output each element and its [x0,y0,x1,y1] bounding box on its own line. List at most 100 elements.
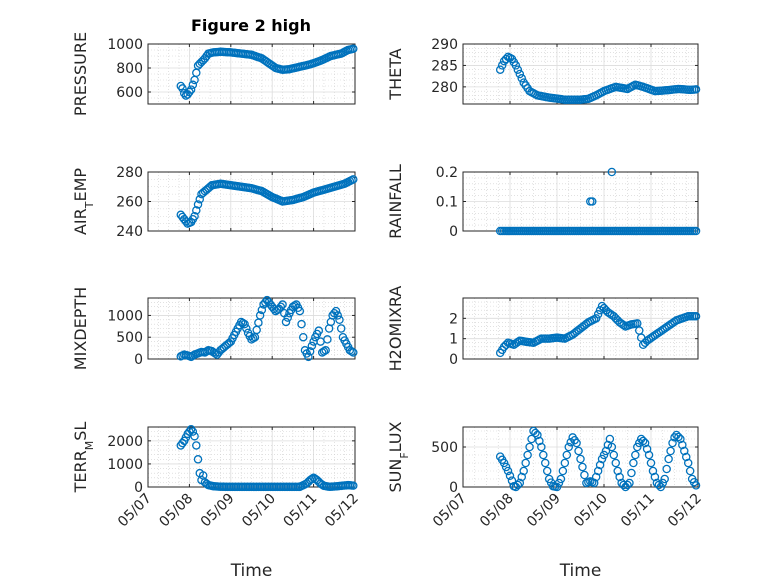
data-point [572,438,581,448]
y-axis-label: AIRTEMP [71,168,96,235]
y-axis-label: PRESSURE [71,32,90,116]
data-point [349,44,358,54]
data-point [188,80,198,90]
data-point [533,430,542,440]
data-point [513,480,523,490]
data-point [503,466,513,476]
data-point [601,446,611,456]
data-point [558,466,568,476]
data-point [281,317,291,327]
data-point [501,54,511,64]
y-tick-label: 500 [431,440,458,456]
data-point [578,462,587,472]
y-tick-label: 280 [431,80,458,96]
data-point [660,474,669,484]
data-point [349,348,358,357]
data-point [638,436,648,446]
data-point [691,481,701,490]
series-markers [176,175,358,228]
y-tick-label: 1000 [107,37,143,53]
data-point [186,425,196,434]
data-point [497,61,507,70]
data-point [523,450,532,460]
y-tick-label: 285 [431,58,458,74]
data-point [349,481,358,490]
data-point [349,175,358,184]
data-point [283,313,292,322]
data-point [295,306,305,316]
data-point [609,450,619,460]
data-point [674,432,683,442]
y-tick-label: 0.1 [436,195,458,211]
data-point [682,452,691,462]
series-markers [495,301,701,358]
y-tick-label: 0 [449,224,458,240]
data-point [178,84,187,93]
y-tick-label: 600 [116,85,143,101]
data-point [190,431,199,441]
data-point [662,464,671,474]
data-point [525,442,534,452]
data-point [599,450,609,460]
data-point [519,466,528,476]
grid [462,43,699,105]
data-point [190,211,199,221]
data-point [564,442,574,452]
data-point [591,314,601,323]
data-point [186,85,196,94]
data-point [593,310,603,319]
figure-title: Figure 2 high [191,16,311,35]
data-point [591,472,601,482]
data-point [631,450,640,460]
series-markers [176,44,358,100]
data-point [298,332,308,342]
data-point [521,458,530,468]
y-tick-label: 0 [449,352,458,368]
data-point [323,335,332,344]
data-point [691,312,701,321]
data-point [650,472,660,482]
data-point [188,427,198,436]
y-tick-label: 1 [449,332,458,348]
series-markers [495,426,701,492]
data-point [619,320,628,330]
data-point [515,69,525,79]
data-point [333,311,342,320]
data-point [531,428,540,438]
data-point [495,65,505,74]
data-point [666,446,675,456]
data-point [192,206,201,215]
data-point [307,474,317,484]
y-axis-label: SUNFLUX [386,421,411,492]
data-point [629,458,638,468]
data-point [297,319,306,329]
data-point [347,347,356,356]
panel-mid1-left: 240 260 280 AIRTEMP [71,165,358,240]
y-axis-label: TERRMSL [71,422,96,494]
data-point [513,65,523,74]
data-point [597,454,607,464]
data-point [193,200,203,209]
data-point [619,480,628,490]
data-point [507,476,517,485]
y-tick-label: 0 [134,480,143,496]
axes-box [462,297,699,360]
data-point [185,87,194,97]
y-tick-label: 2000 [107,434,143,450]
data-point [537,442,546,452]
data-point [607,442,617,452]
data-point [527,434,536,444]
data-point [336,324,346,333]
axes-box [147,43,356,105]
data-point [554,478,564,488]
y-axis-label: RAINFALL [386,164,405,239]
data-point [593,466,603,476]
data-point [305,347,315,356]
data-point [176,81,186,91]
data-point [627,468,636,478]
data-point [542,466,552,476]
data-point [683,458,693,468]
data-point [335,315,344,325]
data-point [257,305,267,315]
